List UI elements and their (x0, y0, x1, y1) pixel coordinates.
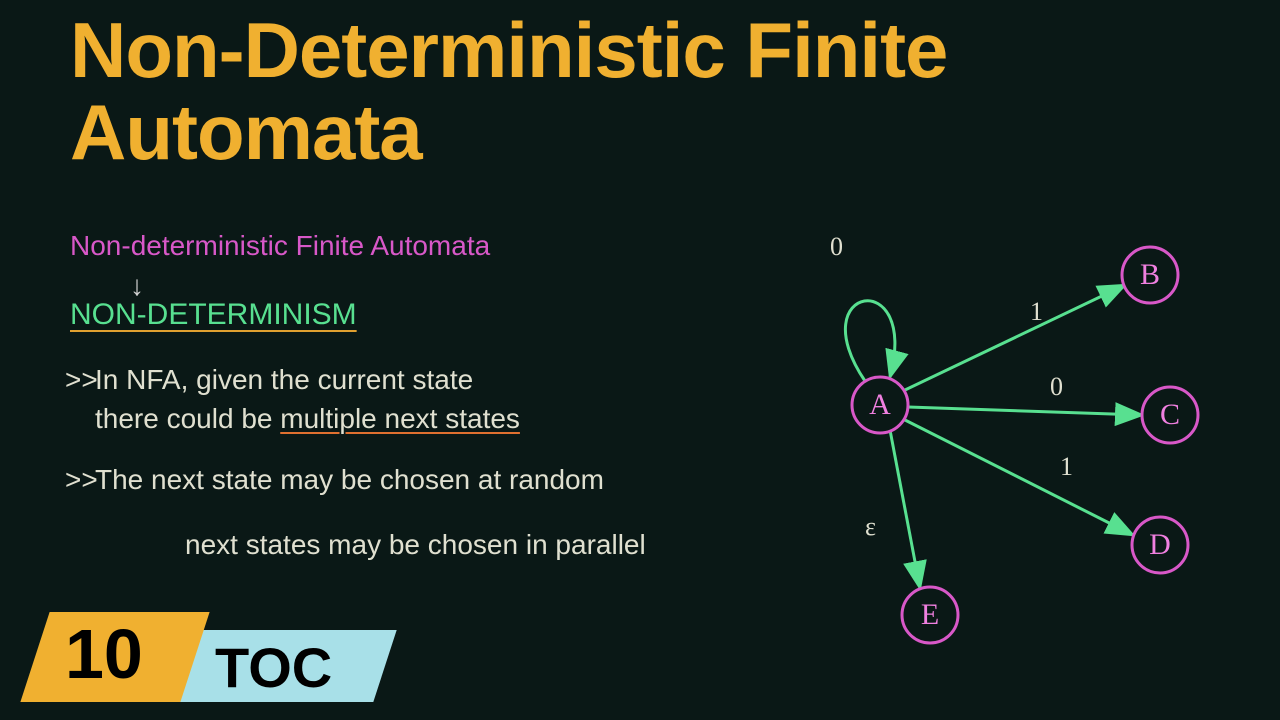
svg-text:C: C (1160, 398, 1180, 431)
bullet-2: >> The next state may be chosen at rando… (95, 460, 604, 499)
bullet-2-text: The next state may be chosen at random (95, 464, 604, 495)
bullet-prefix: >> (65, 360, 98, 399)
svg-text:0: 0 (830, 232, 843, 261)
svg-text:E: E (921, 598, 939, 631)
bullet-prefix: >> (65, 460, 98, 499)
svg-text:0: 0 (1050, 372, 1063, 401)
nfa-diagram: 1 0 1 ε 0 A B C D E (710, 215, 1260, 675)
svg-text:1: 1 (1060, 452, 1073, 481)
svg-text:D: D (1149, 528, 1171, 561)
slide-title: Non-Deterministic Finite Automata (70, 10, 1280, 174)
bullet-1: >> In NFA, given the current state there… (95, 360, 520, 438)
svg-text:A: A (869, 388, 891, 421)
svg-text:B: B (1140, 258, 1160, 291)
section-header: NON-DETERMINISM (70, 298, 357, 332)
bullet-1-line1: In NFA, given the current state (95, 364, 473, 395)
bullet-1-underlined: multiple next states (280, 403, 520, 434)
subtitle: Non-deterministic Finite Automata (70, 230, 490, 262)
badge-label: TOC (215, 635, 332, 700)
bullet-1-line2a: there could be (95, 403, 280, 434)
bullet-3: next states may be chosen in parallel (185, 525, 646, 564)
bullet-3-text: next states may be chosen in parallel (185, 529, 646, 560)
badge-number: 10 (65, 614, 143, 694)
svg-text:1: 1 (1030, 297, 1043, 326)
svg-text:ε: ε (865, 512, 876, 541)
